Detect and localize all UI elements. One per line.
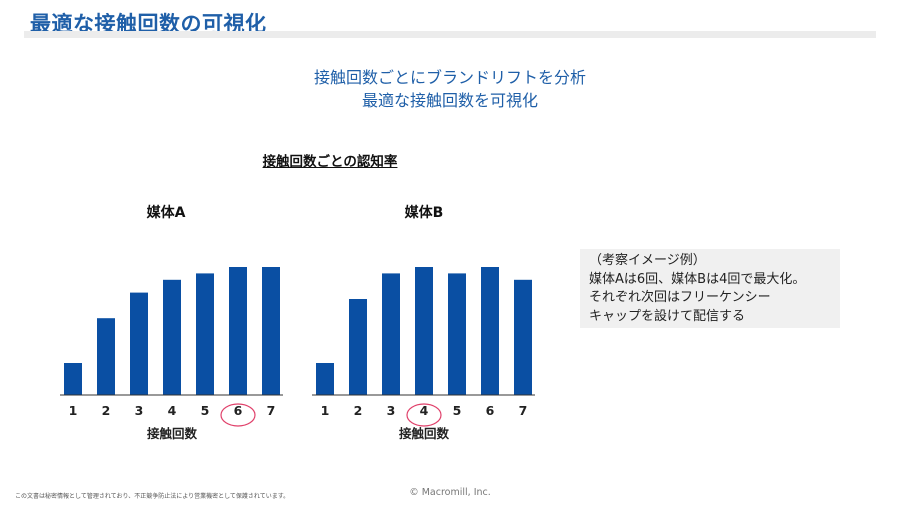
chart-a-bar-3 (130, 292, 148, 395)
chart-b-bar-4 (415, 267, 433, 395)
chart-b-tick-label-3: 3 (387, 403, 396, 418)
note-line-3: それぞれ次回はフリーケンシー (589, 290, 771, 305)
chart-b-bar-6 (481, 267, 499, 395)
chart-b-bar-5 (448, 273, 466, 395)
chart-a-bar-2 (97, 318, 115, 395)
chart-a-tick-label-2: 2 (102, 403, 111, 418)
chart-b-tick-label-7: 7 (519, 403, 528, 418)
subtitle-line-2: 最適な接触回数を可視化 (361, 91, 538, 110)
chart-a-bar-5 (196, 273, 214, 395)
chart-a-title: 媒体A (146, 205, 186, 221)
chart-a-bar-1 (64, 363, 82, 395)
chart-b-bar-7 (514, 279, 532, 395)
chart-b-x-axis-label: 接触回数 (399, 426, 450, 441)
section-heading: 接触回数ごとの認知率 (262, 154, 398, 170)
subtitle-line-1: 接触回数ごとにブランドリフトを分析 (313, 68, 586, 87)
note-line-4: キャップを設けて配信する (589, 308, 746, 324)
chart-b-tick-label-2: 2 (354, 403, 363, 418)
chart-b-tick-label-6: 6 (486, 403, 495, 418)
confidentiality-note: この文書は秘密情報として管理されており、不正競争防止法により営業機密として保護さ… (15, 493, 290, 500)
chart-a-tick-label-1: 1 (69, 403, 78, 418)
chart-a-bar-4 (163, 279, 181, 395)
chart-b: 1 2 3 4 5 6 7 接触回数 (312, 267, 535, 441)
chart-a-tick-label-7: 7 (267, 403, 276, 418)
chart-a-tick-label-3: 3 (135, 403, 144, 418)
chart-b-title: 媒体B (404, 205, 444, 221)
note-line-2: 媒体Aは6回、媒体Bは4回で最大化。 (589, 271, 806, 287)
copyright: © Macromill, Inc. (409, 487, 491, 498)
chart-a-tick-label-6: 6 (234, 403, 243, 418)
chart-b-bar-3 (382, 273, 400, 395)
chart-b-tick-label-1: 1 (321, 403, 330, 418)
chart-b-tick-label-4: 4 (420, 403, 429, 418)
chart-b-tick-label-5: 5 (453, 403, 462, 418)
chart-b-bar-1 (316, 363, 334, 395)
chart-a-bar-6 (229, 267, 247, 395)
chart-a-tick-label-5: 5 (201, 403, 210, 418)
chart-a-highlight-circle (220, 403, 256, 427)
chart-a-tick-label-4: 4 (168, 403, 177, 418)
chart-b-bar-2 (349, 299, 367, 395)
chart-a: 1 2 3 4 5 6 7 接触回数 (60, 267, 283, 441)
insight-note-box: （考察イメージ例） 媒体Aは6回、媒体Bは4回で最大化。 それぞれ次回はフリーケ… (580, 249, 840, 328)
title-underline-bar (24, 31, 876, 38)
chart-b-highlight-circle (406, 403, 442, 427)
chart-a-x-axis-label: 接触回数 (147, 426, 198, 441)
note-line-1: （考察イメージ例） (589, 253, 706, 268)
subtitle: 接触回数ごとにブランドリフトを分析 最適な接触回数を可視化 (0, 66, 900, 112)
chart-a-bar-7 (262, 267, 280, 395)
